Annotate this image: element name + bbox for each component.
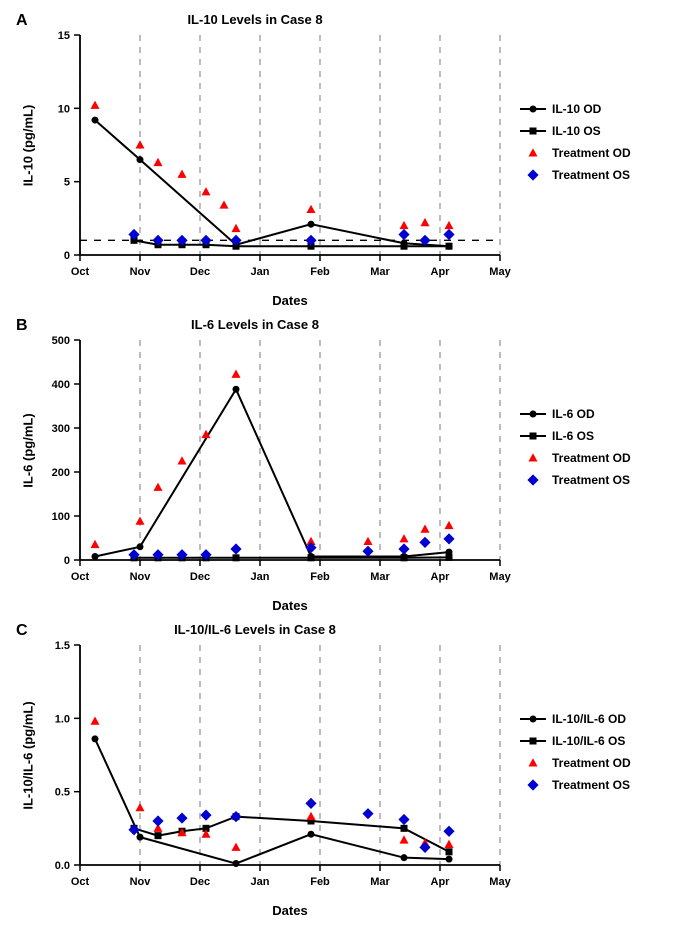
panel-B: BIL-6 Levels in Case 8IL-6 (pg/mL)Dates0… <box>10 315 666 615</box>
y-tick-label: 0 <box>64 555 70 567</box>
legend-item: IL-10 OD <box>520 100 631 118</box>
legend-item: Treatment OS <box>520 776 631 794</box>
y-tick-label: 10 <box>58 103 70 115</box>
legend-symbol <box>520 101 546 117</box>
legend-symbol <box>520 472 546 488</box>
y-tick-label: 500 <box>52 335 70 347</box>
y-tick-label: 0.5 <box>55 787 70 799</box>
x-tick-label: May <box>489 571 511 583</box>
legend-label: Treatment OS <box>552 473 630 487</box>
x-tick-label: Nov <box>130 876 152 888</box>
legend: IL-10 OD IL-10 OS Treatment OD Treatment OS <box>520 100 631 188</box>
legend-label: IL-10 OD <box>552 102 601 116</box>
x-tick-label: Mar <box>370 266 390 278</box>
legend-symbol <box>520 123 546 139</box>
x-tick-label: Feb <box>310 266 330 278</box>
plot-svg: 0.0 0.5 1.0 1.5 Oct Nov Dec Jan Feb Mar Apr May <box>30 595 550 915</box>
x-tick-label: Dec <box>190 571 210 583</box>
panel-C: CIL-10/IL-6 Levels in Case 8IL-10/IL-6 (… <box>10 620 666 920</box>
series-line <box>95 739 449 864</box>
y-tick-label: 0.0 <box>55 860 70 872</box>
legend-item: IL-10/IL-6 OD <box>520 710 631 728</box>
legend-symbol <box>520 450 546 466</box>
x-tick-label: Nov <box>130 571 152 583</box>
legend-label: IL-6 OD <box>552 407 595 421</box>
legend-symbol <box>520 711 546 727</box>
legend-item: Treatment OS <box>520 166 631 184</box>
legend-symbol <box>520 145 546 161</box>
legend-item: Treatment OS <box>520 471 631 489</box>
x-tick-label: Feb <box>310 571 330 583</box>
x-tick-label: Jan <box>251 266 270 278</box>
x-tick-label: Apr <box>431 876 451 888</box>
y-tick-label: 1.0 <box>55 713 70 725</box>
legend-label: Treatment OS <box>552 778 630 792</box>
y-tick-label: 200 <box>52 467 70 479</box>
x-tick-label: May <box>489 266 511 278</box>
legend: IL-10/IL-6 OD IL-10/IL-6 OS Treatment OD Tr… <box>520 710 631 798</box>
plot-svg: 0 100 200 300 400 500 Oct Nov Dec Jan Feb Mar Apr May <box>30 290 550 610</box>
x-tick-label: Apr <box>431 571 451 583</box>
legend-label: IL-10/IL-6 OD <box>552 712 626 726</box>
legend-label: IL-10 OS <box>552 124 601 138</box>
legend-label: Treatment OS <box>552 168 630 182</box>
legend-label: Treatment OD <box>552 756 631 770</box>
legend-label: Treatment OD <box>552 451 631 465</box>
legend-symbol <box>520 733 546 749</box>
x-tick-label: Apr <box>431 266 451 278</box>
x-tick-label: Nov <box>130 266 152 278</box>
legend: IL-6 OD IL-6 OS Treatment OD Treatment OS <box>520 405 631 493</box>
y-tick-label: 400 <box>52 379 70 391</box>
legend-item: IL-6 OD <box>520 405 631 423</box>
legend-item: IL-10 OS <box>520 122 631 140</box>
series-line <box>95 389 449 556</box>
legend-symbol <box>520 428 546 444</box>
legend-item: IL-10/IL-6 OS <box>520 732 631 750</box>
legend-symbol <box>520 755 546 771</box>
figure: AIL-10 Levels in Case 8IL-10 (pg/mL)Date… <box>10 10 666 920</box>
legend-symbol <box>520 167 546 183</box>
legend-label: IL-10/IL-6 OS <box>552 734 625 748</box>
x-tick-label: Oct <box>71 876 90 888</box>
x-tick-label: Jan <box>251 876 270 888</box>
x-tick-label: Feb <box>310 876 330 888</box>
legend-label: Treatment OD <box>552 146 631 160</box>
y-tick-label: 1.5 <box>55 640 70 652</box>
x-tick-label: Jan <box>251 571 270 583</box>
x-tick-label: Oct <box>71 266 90 278</box>
legend-label: IL-6 OS <box>552 429 594 443</box>
legend-item: Treatment OD <box>520 754 631 772</box>
x-tick-label: Mar <box>370 876 390 888</box>
y-tick-label: 0 <box>64 250 70 262</box>
x-tick-label: Dec <box>190 876 210 888</box>
legend-symbol <box>520 777 546 793</box>
x-tick-label: Oct <box>71 571 90 583</box>
y-tick-label: 15 <box>58 30 70 42</box>
series-line <box>95 120 449 246</box>
x-tick-label: Dec <box>190 266 210 278</box>
legend-item: Treatment OD <box>520 144 631 162</box>
y-tick-label: 300 <box>52 423 70 435</box>
y-tick-label: 5 <box>64 177 70 189</box>
legend-item: Treatment OD <box>520 449 631 467</box>
panel-A: AIL-10 Levels in Case 8IL-10 (pg/mL)Date… <box>10 10 666 310</box>
y-tick-label: 100 <box>52 511 70 523</box>
x-tick-label: Mar <box>370 571 390 583</box>
legend-item: IL-6 OS <box>520 427 631 445</box>
x-tick-label: May <box>489 876 511 888</box>
legend-symbol <box>520 406 546 422</box>
plot-svg: 0 5 10 15 Oct Nov Dec Jan Feb Mar Apr May <box>30 0 550 305</box>
